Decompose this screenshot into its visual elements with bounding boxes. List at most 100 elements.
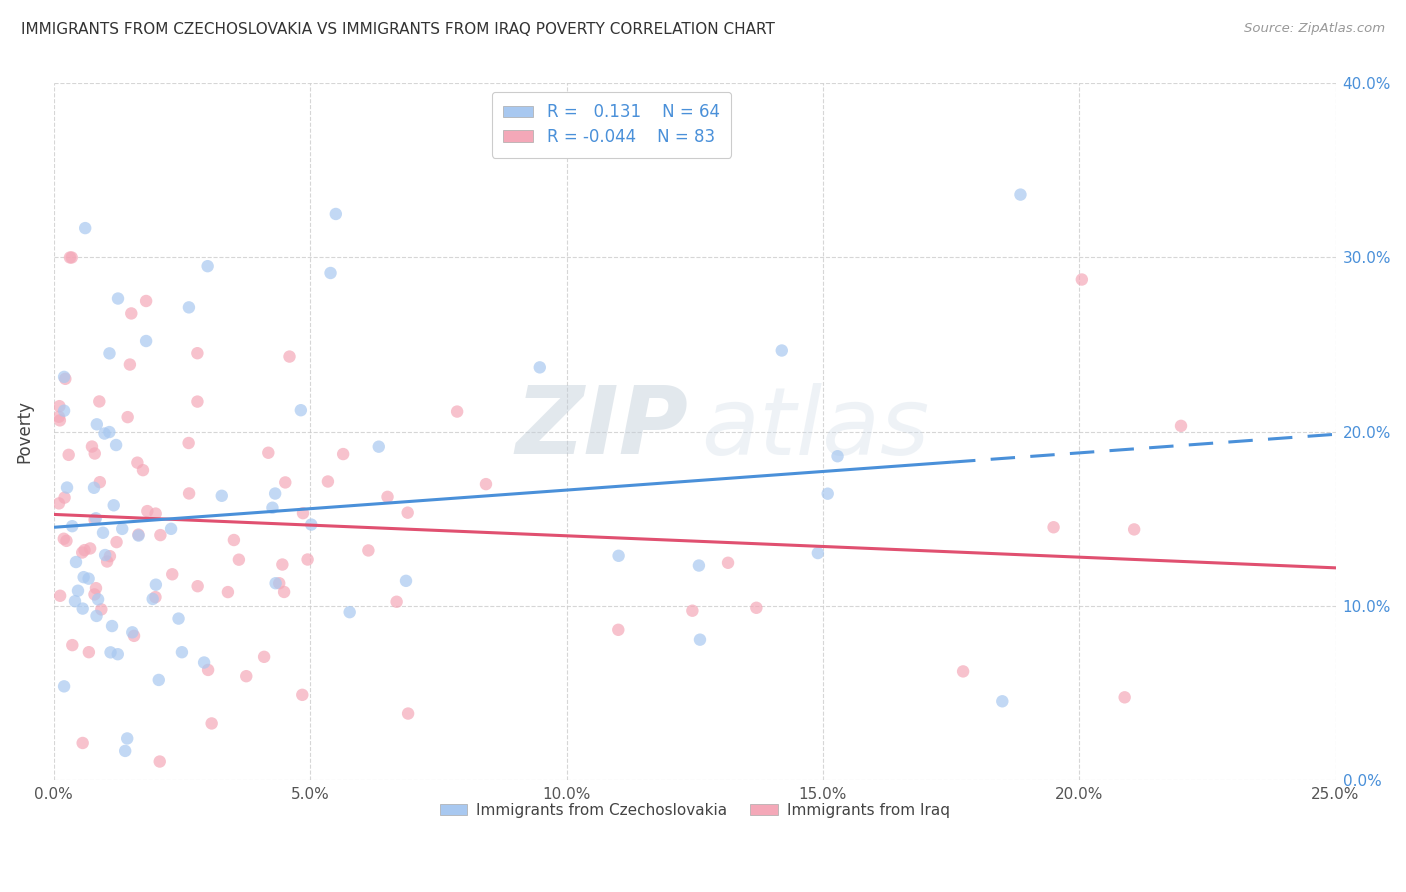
Point [325,207,347,221]
Point [385,595,408,609]
Point [475,477,498,491]
Point [128,528,150,542]
Point [98,549,121,564]
Point [84,581,107,595]
Point [529,360,551,375]
Point [148,673,170,687]
Text: atlas: atlas [702,383,929,474]
Point [52,532,75,546]
Point [84,511,107,525]
Point [96,554,118,568]
Point [1123,523,1146,537]
Point [827,449,849,463]
Point [77,645,100,659]
Point [145,590,167,604]
Point [55,533,77,548]
Point [86,609,108,624]
Point [717,556,740,570]
Text: IMMIGRANTS FROM CZECHOSLOVAKIA VS IMMIGRANTS FROM IRAQ POVERTY CORRELATION CHART: IMMIGRANTS FROM CZECHOSLOVAKIA VS IMMIGR… [21,22,775,37]
Point [122,629,145,643]
Point [290,403,312,417]
Point [257,446,280,460]
Point [167,611,190,625]
Point [77,572,100,586]
Point [105,438,128,452]
Point [56,481,79,495]
Point [91,525,114,540]
Point [149,755,172,769]
Point [253,649,276,664]
Point [299,517,322,532]
Point [177,301,200,315]
Point [446,404,468,418]
Point [211,489,233,503]
Point [60,251,83,265]
Point [53,403,76,417]
Point [118,358,141,372]
Point [339,605,361,619]
Point [162,567,184,582]
Point [103,498,125,512]
Point [197,663,219,677]
Point [49,589,72,603]
Point [127,527,149,541]
Point [115,731,138,746]
Point [952,665,974,679]
Point [89,394,111,409]
Point [319,266,342,280]
Point [807,546,830,560]
Point [271,558,294,572]
Point [90,602,112,616]
Point [80,440,103,454]
Point [72,736,94,750]
Point [98,346,121,360]
Point [681,604,703,618]
Point [1070,272,1092,286]
Point [89,475,111,490]
Point [745,600,768,615]
Point [53,372,76,386]
Point [201,716,224,731]
Point [160,522,183,536]
Point [991,694,1014,708]
Point [132,463,155,477]
Point [60,519,83,533]
Point [63,594,86,608]
Point [1010,187,1032,202]
Point [291,688,314,702]
Point [48,496,70,510]
Point [264,486,287,500]
Y-axis label: Poverty: Poverty [15,400,32,463]
Point [87,592,110,607]
Point [53,491,76,505]
Point [72,570,94,584]
Point [170,645,193,659]
Text: ZIP: ZIP [516,382,689,474]
Point [79,541,101,556]
Point [83,587,105,601]
Point [65,555,87,569]
Point [53,679,76,693]
Point [186,394,208,409]
Point [114,744,136,758]
Point [58,448,80,462]
Point [149,528,172,542]
Point [396,706,419,721]
Point [316,475,339,489]
Point [770,343,793,358]
Point [60,638,83,652]
Point [367,440,389,454]
Point [1042,520,1064,534]
Point [193,656,215,670]
Point [274,475,297,490]
Text: Source: ZipAtlas.com: Source: ZipAtlas.com [1244,22,1385,36]
Point [292,506,315,520]
Point [83,481,105,495]
Point [278,350,301,364]
Point [93,426,115,441]
Point [135,334,157,348]
Point [48,399,70,413]
Point [396,506,419,520]
Point [357,543,380,558]
Point [100,645,122,659]
